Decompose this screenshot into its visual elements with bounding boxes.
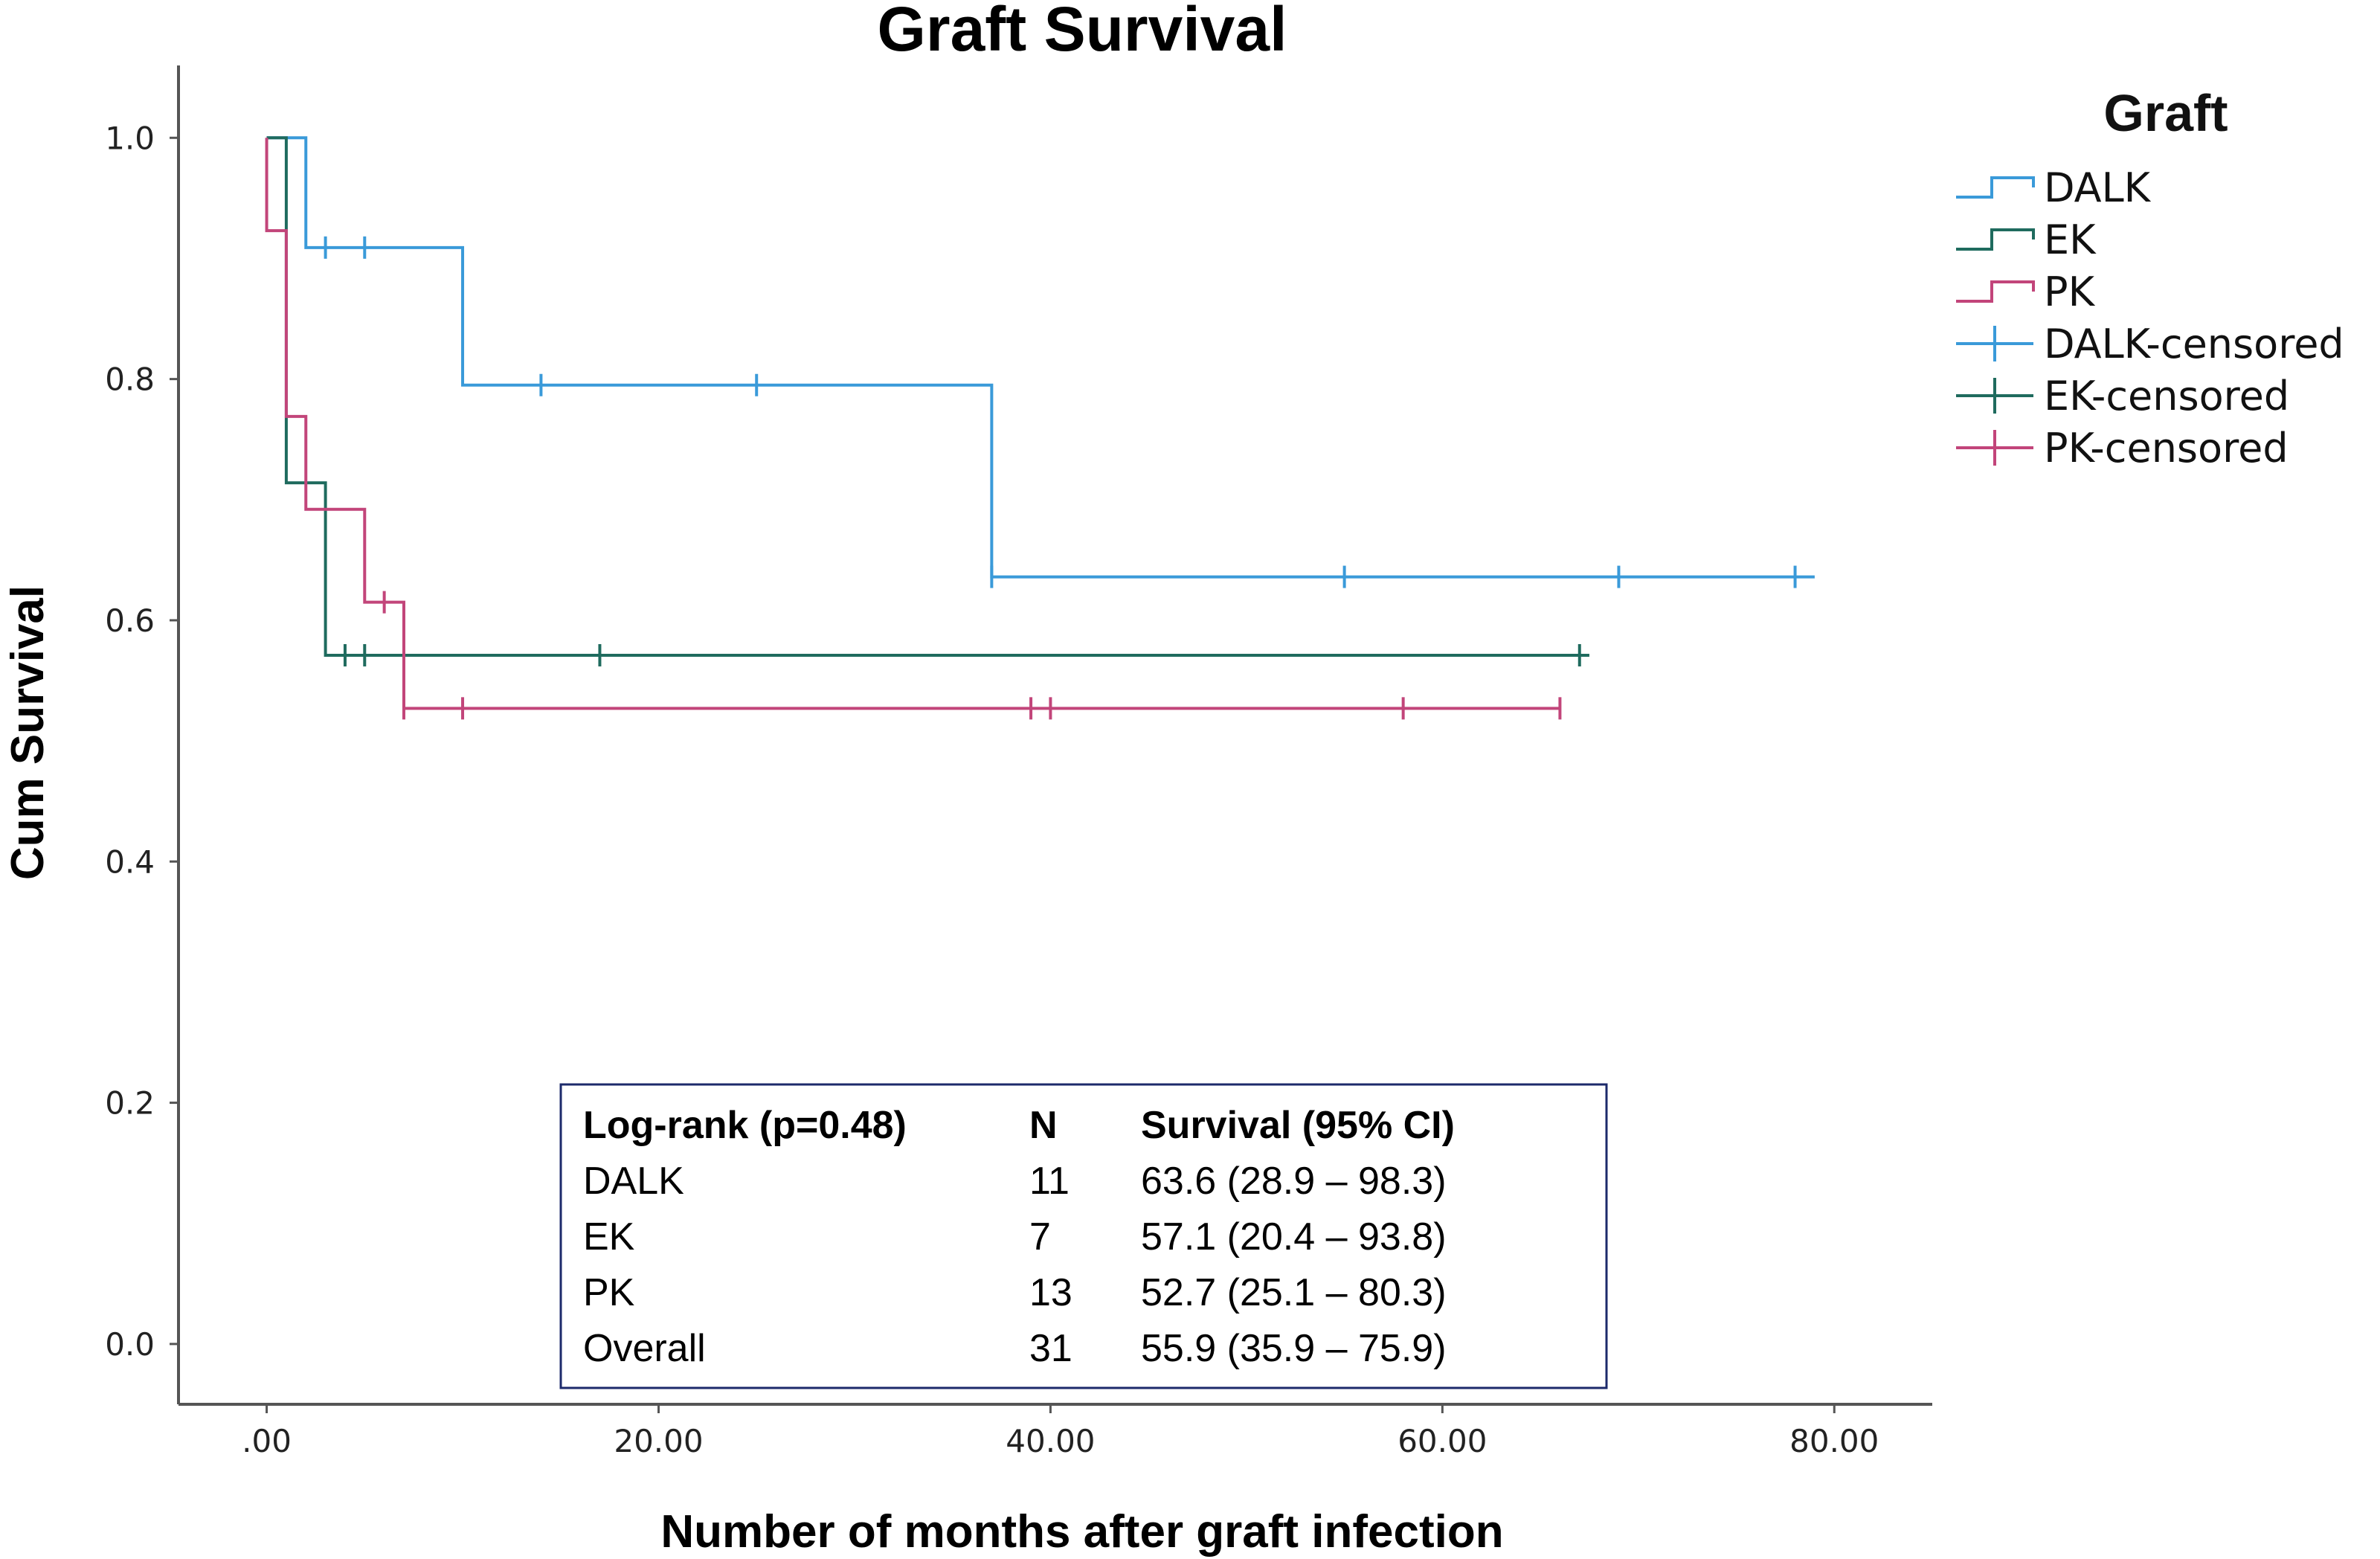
series-layer <box>265 136 1815 720</box>
stats-header-cell: N <box>1029 1104 1058 1147</box>
pk-survival-line <box>265 138 1560 710</box>
stats-table: Log-rank (p=0.48) N Survival (95% CI) DALK 1… <box>559 1083 1608 1389</box>
x-tick-label: 80.00 <box>1789 1423 1879 1459</box>
stats-cell: 11 <box>1029 1160 1070 1203</box>
dalk-survival-line <box>266 136 1815 579</box>
legend-swatch-ek <box>1956 228 2035 251</box>
legend-label: DALK-censored <box>2044 321 2344 367</box>
stats-cell: 63.6 (28.9 – 98.3) <box>1141 1160 1447 1203</box>
legend-title: Graft <box>2103 84 2228 142</box>
y-tick-label: 0.8 <box>105 361 155 398</box>
stats-cell: 52.7 (25.1 – 80.3) <box>1141 1271 1447 1314</box>
y-tick-label: 0.0 <box>105 1326 155 1363</box>
stats-cell: EK <box>583 1215 635 1259</box>
legend-swatch-dalk <box>1956 176 2035 199</box>
stats-cell: 57.1 (20.4 – 93.8) <box>1141 1215 1447 1259</box>
stats-cell: 7 <box>1029 1215 1051 1259</box>
legend-label: EK-censored <box>2044 373 2289 420</box>
chart-title: Graft Survival <box>878 0 1287 64</box>
y-tick-label: 1.0 <box>105 120 155 156</box>
y-ticks: 0.0 0.2 0.4 0.6 0.8 1.0 <box>105 120 178 1363</box>
x-tick-label: 20.00 <box>614 1423 703 1459</box>
y-tick-label: 0.6 <box>105 602 155 639</box>
x-ticks: .00 20.00 40.00 60.00 80.00 <box>242 1404 1879 1459</box>
stats-header-cell: Survival (95% CI) <box>1141 1104 1455 1147</box>
y-axis-title-group: Cum Survival <box>2 585 54 880</box>
stats-cell: 31 <box>1029 1327 1072 1370</box>
stats-cell: PK <box>583 1271 635 1314</box>
x-tick-label: 40.00 <box>1006 1423 1095 1459</box>
stats-cell: Overall <box>583 1327 706 1370</box>
y-tick-label: 0.4 <box>105 843 155 880</box>
y-tick-label: 0.2 <box>105 1085 155 1122</box>
stats-header-cell: Log-rank (p=0.48) <box>583 1104 907 1147</box>
x-axis-title: Number of months after graft infection <box>660 1506 1503 1558</box>
stats-cell: 13 <box>1029 1271 1072 1314</box>
stats-cell: DALK <box>583 1160 684 1203</box>
legend-label: DALK <box>2044 164 2152 211</box>
legend: Graft DALK EK PK DALK-censored EK-censored PK-… <box>1956 84 2344 472</box>
legend-label: PK <box>2044 269 2096 315</box>
legend-swatch-pk <box>1956 280 2035 303</box>
stats-cell: 55.9 (35.9 – 75.9) <box>1141 1327 1447 1370</box>
legend-label: PK-censored <box>2044 425 2289 472</box>
y-axis-title: Cum Survival <box>2 585 54 880</box>
legend-label: EK <box>2044 216 2097 263</box>
stats-table-border <box>559 1083 1608 1389</box>
x-tick-label: 60.00 <box>1398 1423 1487 1459</box>
x-tick-label: .00 <box>242 1423 292 1459</box>
